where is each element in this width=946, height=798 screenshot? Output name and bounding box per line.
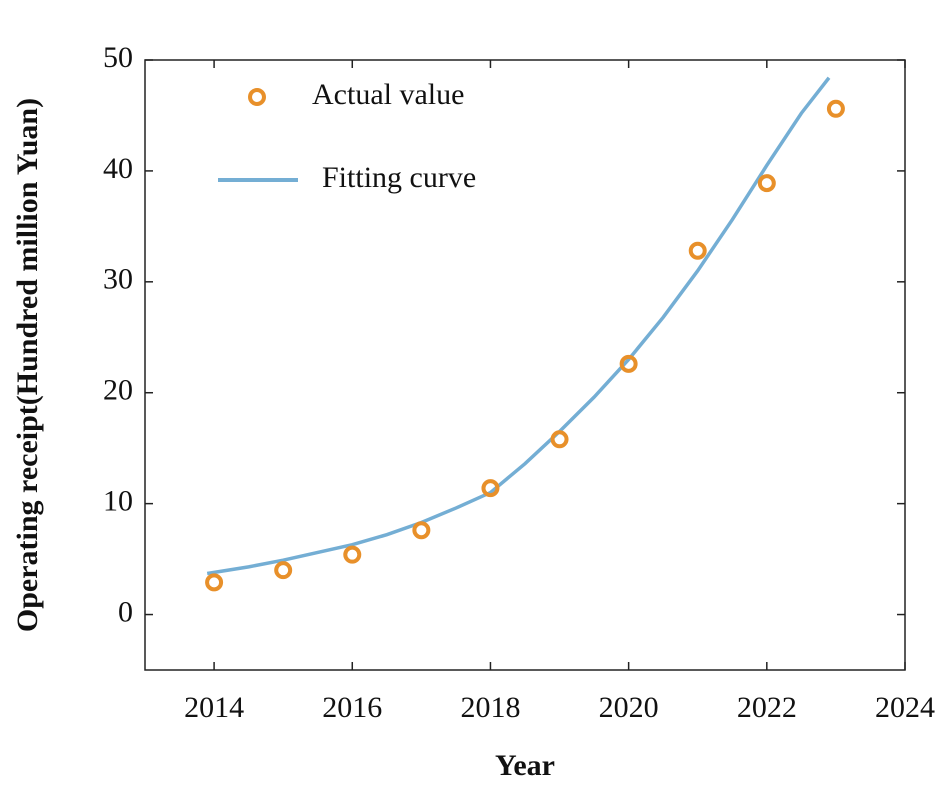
- data-point: [619, 354, 638, 373]
- legend-marker: [248, 88, 266, 106]
- x-tick-label: 2024: [875, 691, 935, 724]
- data-point: [757, 174, 776, 193]
- data-point: [412, 521, 431, 540]
- legend-label: Actual value: [312, 78, 464, 111]
- y-axis-label: Operating receipt(Hundred million Yuan): [11, 98, 44, 632]
- data-point: [274, 561, 293, 580]
- y-tick-label: 30: [103, 263, 133, 296]
- x-tick-label: 2018: [460, 691, 520, 724]
- x-tick-label: 2016: [322, 691, 382, 724]
- y-tick-label: 20: [103, 374, 133, 407]
- fit-line: [206, 76, 831, 576]
- plot-frame: [144, 59, 906, 671]
- x-axis-label: Year: [495, 749, 555, 782]
- data-point: [550, 430, 569, 449]
- y-tick-label: 40: [103, 152, 133, 185]
- y-tick-label: 0: [118, 595, 133, 628]
- y-tick-label: 10: [103, 485, 133, 518]
- data-point: [481, 479, 500, 498]
- data-point: [205, 573, 224, 592]
- data-point: [826, 99, 845, 118]
- data-point: [688, 241, 707, 260]
- legend-label: Fitting curve: [322, 161, 476, 194]
- data-point: [343, 545, 362, 564]
- y-tick-label: 50: [103, 41, 133, 74]
- x-tick-label: 2020: [599, 691, 659, 724]
- x-tick-label: 2014: [184, 691, 244, 724]
- x-tick-label: 2022: [737, 691, 797, 724]
